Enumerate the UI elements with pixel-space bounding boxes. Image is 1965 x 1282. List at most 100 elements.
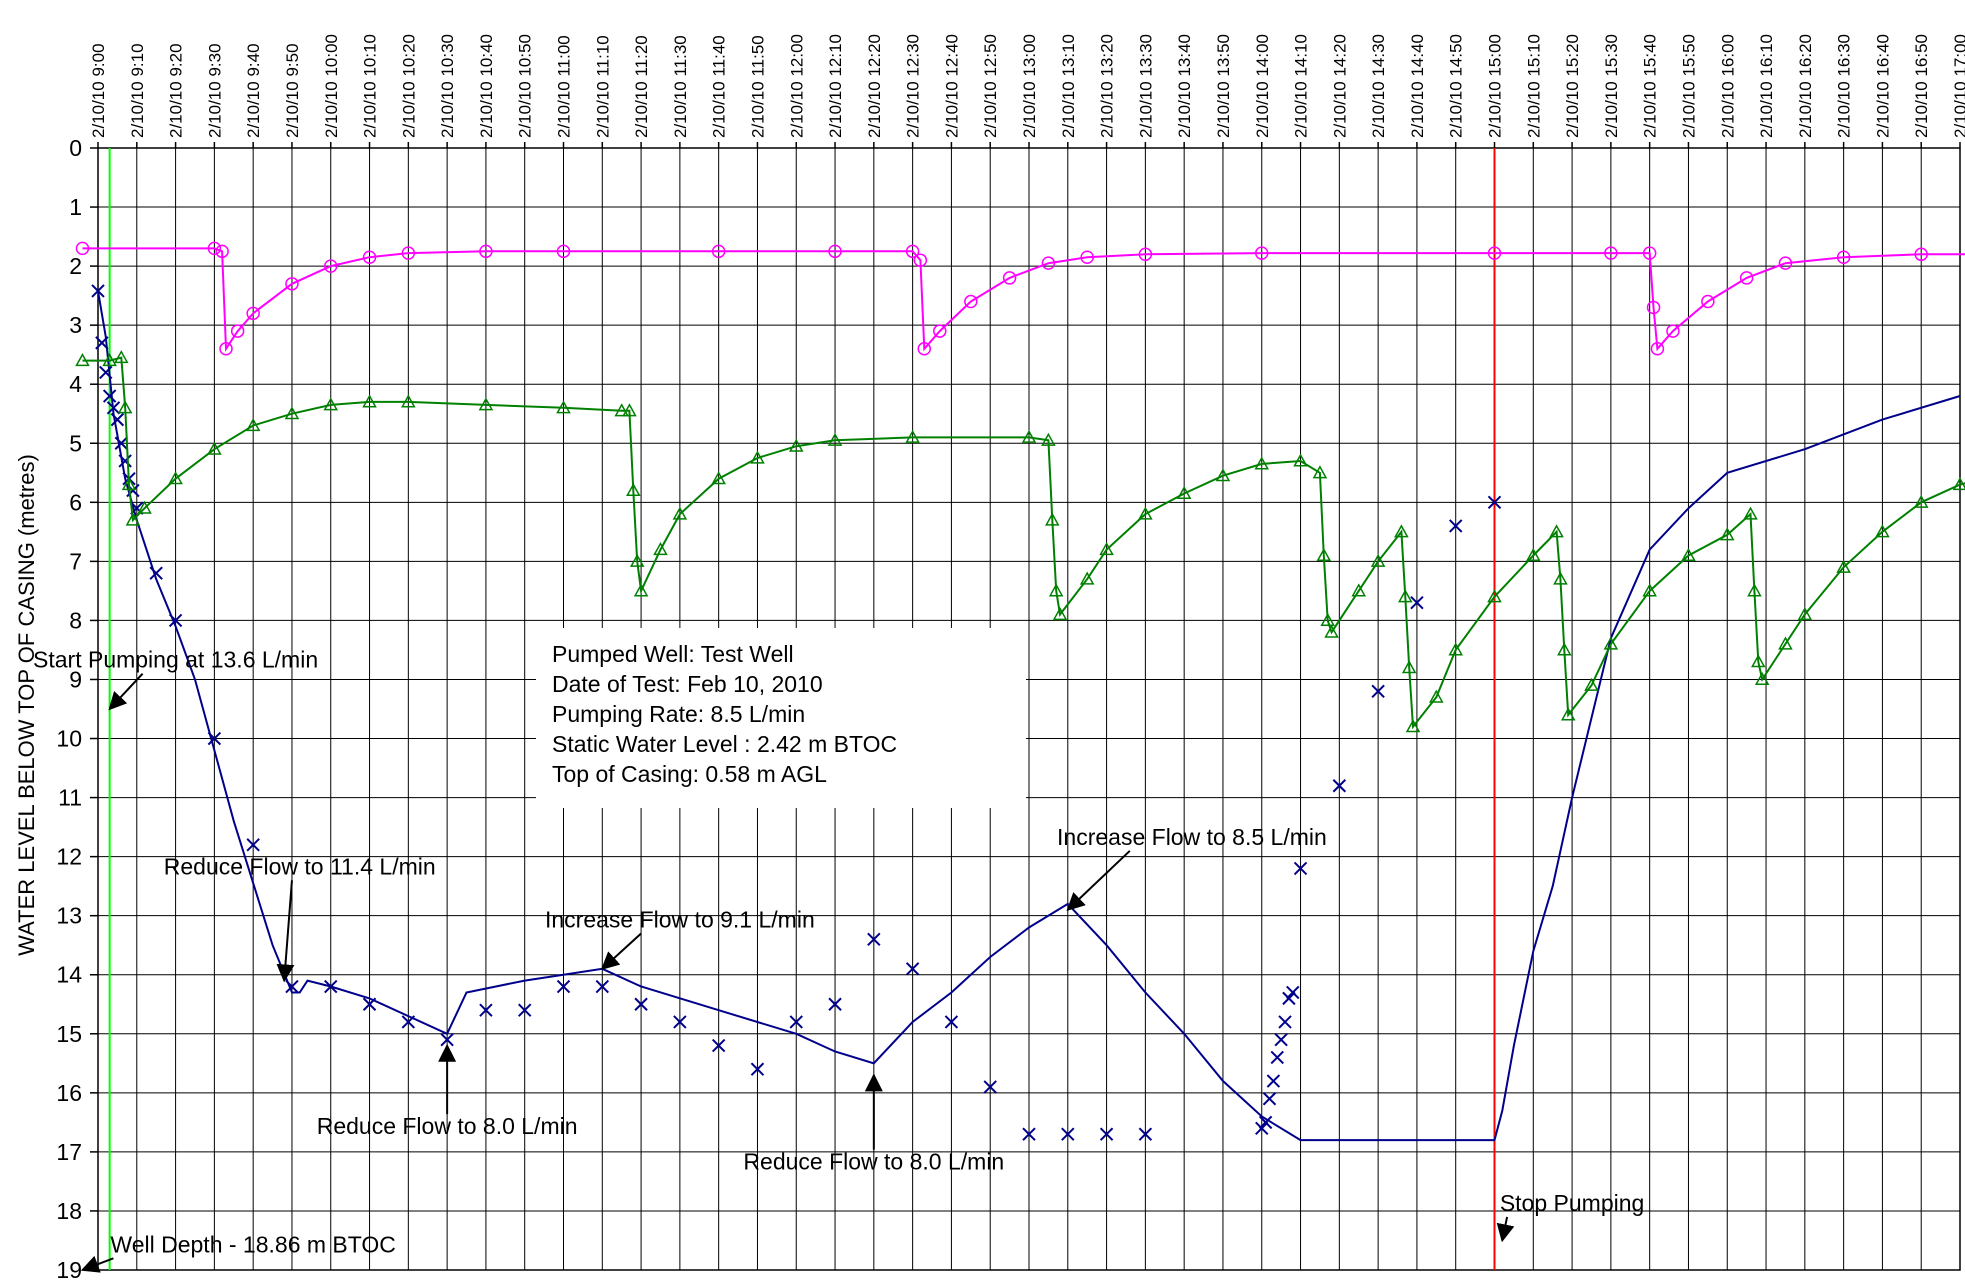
x-tick-label: 2/10/10 12:20 — [865, 34, 884, 138]
x-tick-label: 2/10/10 14:30 — [1369, 34, 1388, 138]
data-point — [1138, 1127, 1153, 1141]
data-point — [284, 406, 300, 420]
data-point — [1952, 477, 1965, 491]
data-point — [102, 389, 117, 403]
data-point — [1320, 612, 1335, 626]
series-2 — [75, 350, 1965, 733]
data-point — [1293, 453, 1308, 467]
data-point — [75, 353, 90, 367]
data-point — [629, 553, 645, 567]
data-point — [1553, 571, 1568, 585]
data-point — [711, 471, 726, 485]
y-tick-label: 4 — [69, 371, 82, 397]
x-tick-label: 2/10/10 12:40 — [942, 34, 961, 138]
data-point — [1258, 1115, 1273, 1130]
data-point — [1099, 542, 1114, 556]
data-point — [110, 412, 125, 427]
data-point — [1557, 642, 1572, 656]
data-point — [1041, 432, 1056, 446]
data-point — [1487, 589, 1502, 603]
data-point — [1254, 456, 1270, 470]
data-point — [1914, 247, 1928, 262]
data-point — [1045, 512, 1060, 526]
y-tick-label: 19 — [56, 1257, 82, 1282]
annotation-arrow — [1496, 1216, 1515, 1243]
data-point — [1646, 300, 1661, 315]
data-point — [556, 979, 571, 994]
info-line: Top of Casing: 0.58 m AGL — [552, 761, 827, 787]
data-point — [1410, 595, 1424, 610]
data-point — [1370, 553, 1386, 567]
data-point — [1448, 642, 1463, 656]
data-point — [1560, 707, 1576, 721]
x-tick-label: 2/10/10 16:20 — [1796, 34, 1815, 138]
data-point — [673, 1015, 687, 1029]
data-point — [1080, 250, 1094, 264]
data-point — [1584, 677, 1599, 691]
data-point — [207, 731, 222, 746]
annotation-text: Reduce Flow to 11.4 L/min — [164, 853, 436, 879]
data-point — [1642, 583, 1657, 597]
annotation-text: Start Pumping at 13.6 L/min — [33, 647, 318, 673]
data-point — [1041, 256, 1056, 270]
data-point — [1002, 271, 1017, 285]
series-1 — [91, 284, 1502, 1141]
data-point — [1176, 485, 1192, 500]
data-point — [230, 324, 245, 338]
x-tick-label: 2/10/10 14:20 — [1330, 34, 1349, 138]
x-tick-label: 2/10/10 14:10 — [1292, 34, 1311, 138]
x-tick-label: 2/10/10 9:20 — [167, 43, 186, 138]
data-point — [1681, 547, 1696, 562]
data-point — [479, 244, 493, 259]
data-point — [1751, 654, 1766, 668]
info-line: Date of Test: Feb 10, 2010 — [552, 671, 823, 697]
data-point — [711, 244, 726, 259]
data-point — [1719, 527, 1735, 541]
data-point — [1262, 1092, 1277, 1106]
x-tick-label: 2/10/10 15:20 — [1563, 34, 1582, 138]
test-info-box: Pumped Well: Test Well Date of Test: Feb … — [536, 628, 1026, 808]
data-point — [933, 324, 947, 338]
x-tick-label: 2/10/10 16:30 — [1835, 34, 1854, 138]
x-tick-label: 2/10/10 16:00 — [1718, 34, 1737, 138]
data-point — [1487, 246, 1502, 260]
data-point — [362, 250, 377, 264]
y-tick-label: 15 — [56, 1021, 82, 1047]
data-point — [788, 438, 804, 452]
data-point — [1048, 583, 1064, 597]
x-tick-label: 2/10/10 15:50 — [1679, 34, 1698, 138]
data-point — [905, 244, 920, 259]
data-point — [634, 997, 648, 1011]
data-point — [285, 979, 299, 994]
x-tick-label: 2/10/10 15:40 — [1641, 34, 1660, 138]
data-point — [1778, 636, 1793, 650]
data-point — [1913, 494, 1929, 508]
data-point — [622, 403, 637, 417]
data-point — [1255, 1121, 1269, 1135]
data-point — [246, 838, 260, 852]
data-point — [1274, 1032, 1288, 1047]
x-tick-label: 2/10/10 15:30 — [1602, 34, 1621, 138]
data-point — [1401, 660, 1417, 674]
data-point — [1642, 246, 1657, 260]
annotation-arrow — [600, 932, 642, 971]
data-point — [1061, 1127, 1075, 1141]
data-point — [750, 1062, 765, 1076]
data-point — [168, 471, 183, 485]
x-tick-label: 2/10/10 12:30 — [904, 34, 923, 138]
y-tick-label: 14 — [56, 962, 82, 988]
data-point — [827, 432, 843, 446]
data-point — [118, 454, 132, 468]
data-point — [324, 979, 338, 994]
data-point — [1079, 571, 1095, 585]
data-point — [245, 418, 261, 432]
data-point — [828, 244, 842, 259]
data-point — [1052, 606, 1068, 621]
data-point — [556, 244, 571, 259]
data-point — [1487, 495, 1502, 510]
data-point — [95, 336, 109, 350]
annotations: Start Pumping at 13.6 L/min Reduce Flow t… — [33, 647, 1644, 1273]
data-point — [1449, 519, 1463, 533]
